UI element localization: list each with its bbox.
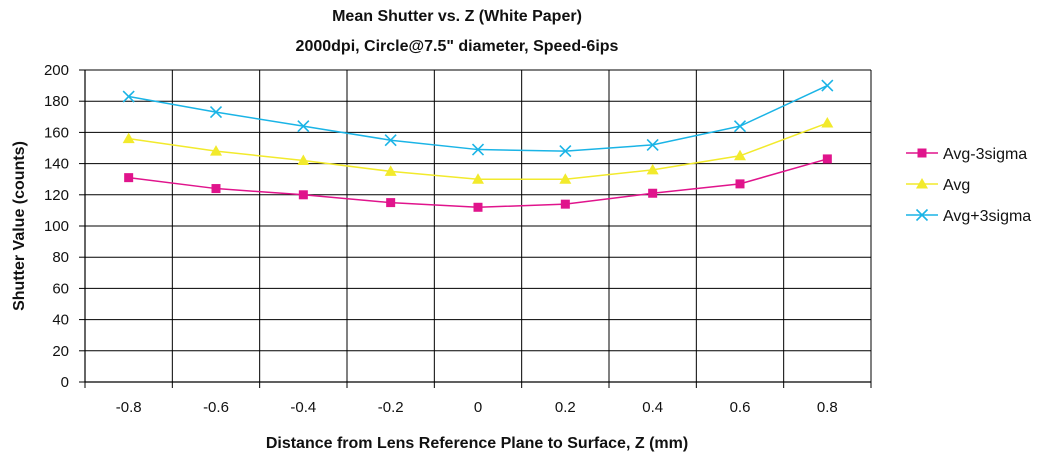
series-group xyxy=(122,79,834,212)
x-axis-title: Distance from Lens Reference Plane to Su… xyxy=(266,435,688,452)
legend-item: Avg xyxy=(906,177,970,194)
x-tick-label: 0.6 xyxy=(730,399,751,416)
data-point xyxy=(122,132,135,144)
grid-lines xyxy=(85,69,872,382)
x-tick-label: 0.8 xyxy=(817,399,838,416)
data-point xyxy=(471,143,485,156)
legend-marker xyxy=(915,208,929,222)
x-marker-stroke xyxy=(209,106,223,119)
legend-marker xyxy=(916,178,928,189)
y-tick-label: 140 xyxy=(44,156,69,173)
data-point xyxy=(384,165,397,176)
x-tick-label: 0.4 xyxy=(642,399,663,416)
data-point xyxy=(384,134,397,147)
data-point xyxy=(733,120,747,133)
legend-label: Avg xyxy=(943,177,970,194)
data-point xyxy=(473,202,483,212)
chart-subtitle: 2000dpi, Circle@7.5" diameter, Speed-6ip… xyxy=(296,38,619,55)
data-point xyxy=(297,120,310,133)
legend-label: Avg+3sigma xyxy=(943,208,1031,225)
data-point xyxy=(821,117,834,128)
y-tick-label: 40 xyxy=(52,312,69,329)
legend-item: Avg-3sigma xyxy=(906,146,1027,163)
y-axis-title: Shutter Value (counts) xyxy=(11,141,28,311)
chart-title: Mean Shutter vs. Z (White Paper) xyxy=(332,8,582,25)
x-marker-stroke xyxy=(384,134,397,147)
series-line xyxy=(128,84,828,152)
x-marker-stroke xyxy=(733,120,747,133)
x-tick-label: -0.2 xyxy=(378,399,404,416)
data-point xyxy=(646,138,659,151)
data-point xyxy=(646,163,659,175)
y-tick-label: 160 xyxy=(44,124,69,141)
x-tick-label: 0 xyxy=(474,399,482,416)
data-point xyxy=(560,199,570,209)
axes: 0 20 40 60 80 100 120 140 160 180 200 -0.8 -0.6 -0.4 -… xyxy=(44,62,872,416)
legend-marker xyxy=(917,148,927,158)
x-marker-stroke xyxy=(297,120,310,133)
x-tick-label: 0.2 xyxy=(555,399,576,416)
data-point xyxy=(386,198,396,208)
legend: Avg-3sigma Avg Avg+3sigma xyxy=(906,146,1031,225)
data-point xyxy=(211,184,221,194)
x-marker-stroke xyxy=(122,90,135,103)
data-point xyxy=(122,90,135,103)
x-tick-label: -0.8 xyxy=(116,399,142,416)
y-tick-label: 80 xyxy=(52,249,69,266)
data-point xyxy=(822,154,832,164)
y-tick-label: 60 xyxy=(52,280,69,297)
x-tick-label: -0.6 xyxy=(203,399,229,416)
data-point xyxy=(124,173,134,183)
y-tick-label: 180 xyxy=(44,93,69,110)
legend-label: Avg-3sigma xyxy=(943,146,1027,163)
x-marker-stroke xyxy=(471,143,485,156)
data-point xyxy=(559,145,572,158)
data-point xyxy=(209,106,223,119)
y-tick-label: 20 xyxy=(52,343,69,360)
data-point xyxy=(735,179,745,189)
data-point xyxy=(472,173,484,184)
data-point xyxy=(297,154,310,165)
y-tick-label: 0 xyxy=(61,374,69,391)
data-point xyxy=(734,149,746,161)
x-marker-stroke xyxy=(559,145,572,158)
x-marker-stroke xyxy=(821,79,834,92)
data-point xyxy=(821,79,834,92)
x-marker-stroke xyxy=(915,208,929,222)
x-marker-stroke xyxy=(646,138,659,151)
y-tick-label: 100 xyxy=(44,218,69,235)
y-tick-label: 120 xyxy=(44,187,69,204)
data-point xyxy=(210,145,222,156)
data-point xyxy=(298,190,308,200)
legend-item: Avg+3sigma xyxy=(906,208,1031,225)
x-tick-label: -0.4 xyxy=(290,399,316,416)
y-tick-label: 200 xyxy=(44,62,69,79)
data-point xyxy=(559,173,572,184)
series-line xyxy=(128,122,828,180)
data-point xyxy=(648,188,658,198)
